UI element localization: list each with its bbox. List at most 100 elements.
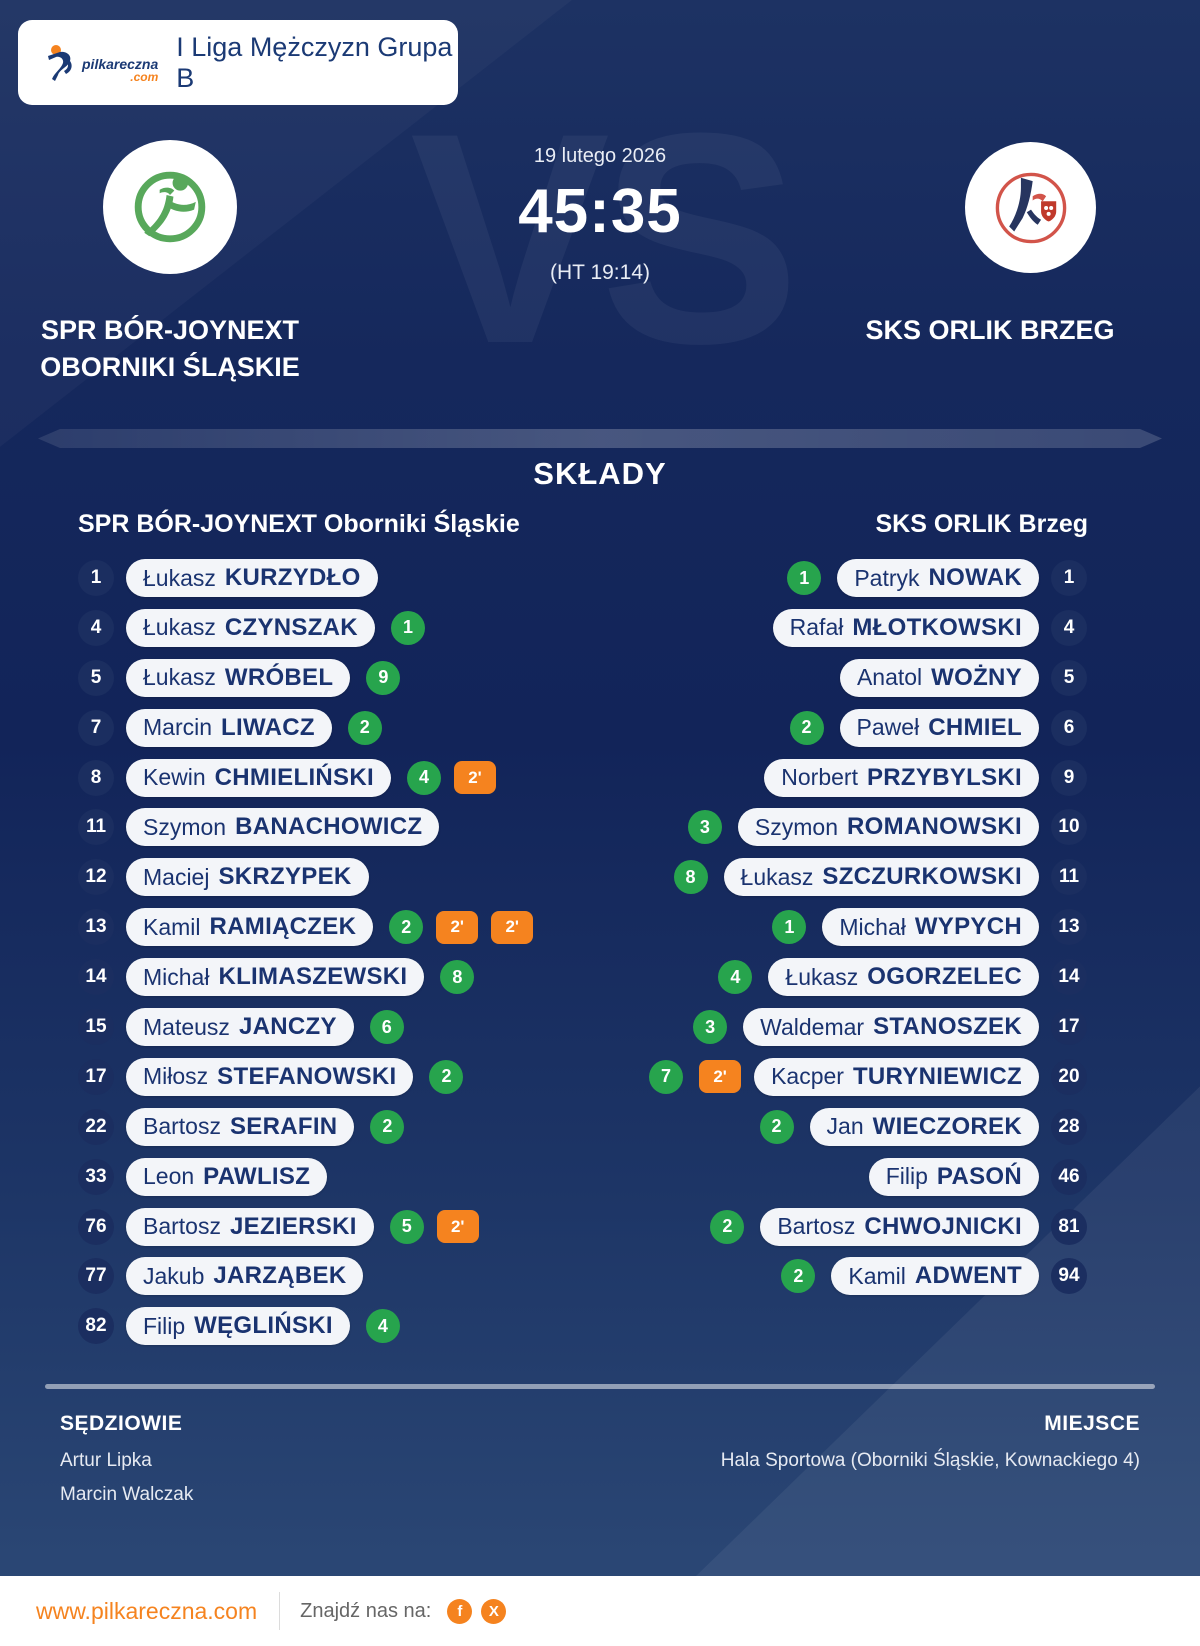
player-row: 14 Michał KLIMASZEWSKI 8 [78,958,618,997]
player-number-badge: 7 [78,709,114,746]
x-twitter-icon[interactable]: X [481,1598,507,1624]
player-last-name: TURYNIEWICZ [852,1062,1022,1090]
home-team-logo [103,140,237,274]
player-number-badge: 13 [78,909,114,946]
player-name-pill: Bartosz CHWOJNICKI [760,1207,1039,1246]
player-number-badge: 14 [1051,959,1087,996]
player-first-name: Rafał [789,614,844,641]
player-name-pill: Kewin CHMIELIŃSKI [126,758,391,797]
player-number-badge: 12 [78,859,114,896]
find-us-label: Znajdź nas na: [300,1599,432,1622]
player-number-badge: 4 [1051,609,1087,646]
player-name-pill: Łukasz KURZYDŁO [126,559,378,597]
player-first-name: Norbert [781,764,858,791]
goals-badge: 4 [365,1309,400,1344]
away-team-logo [965,142,1096,273]
player-name-pill: Maciej SKRZYPEK [126,858,369,897]
player-last-name: MŁOTKOWSKI [852,613,1022,641]
player-row: 7 Marcin LIWACZ 2 [78,708,618,747]
away-team-crest-icon [995,172,1066,243]
player-number-badge: 13 [1051,909,1087,946]
player-row: 2 Kamil ADWENT 94 [620,1257,1087,1296]
handball-player-icon [48,44,72,81]
player-number-badge: 11 [1051,859,1087,896]
player-first-name: Leon [143,1163,195,1190]
home-roster: 1 Łukasz KURZYDŁO 4 Łukasz CZYNSZAK 1 5 Łukasz WR… [78,559,618,1357]
player-first-name: Anatol [856,664,923,691]
goals-badge: 9 [366,660,401,695]
player-name-pill: Mateusz JANCZY [126,1008,354,1047]
referees-label: SĘDZIOWIE [60,1412,183,1435]
player-last-name: WĘGLIŃSKI [194,1312,333,1340]
player-row: 7 2' Kacper TURYNIEWICZ 20 [620,1057,1087,1096]
player-number-badge: 33 [78,1158,114,1195]
vs-watermark: VS [409,70,800,406]
player-name-pill: Kamil ADWENT [831,1257,1039,1296]
player-last-name: BANACHOWICZ [235,813,423,841]
player-number-badge: 76 [78,1208,114,1245]
player-row: 4 Łukasz CZYNSZAK 1 [78,608,618,647]
player-row: 1 Łukasz KURZYDŁO [78,559,618,597]
player-first-name: Patryk [854,564,920,591]
goals-badge: 1 [390,610,425,645]
goals-badge: 2 [429,1059,464,1094]
pilkareczna-logo: pilkareczna .com [46,43,158,83]
goals-badge: 8 [673,860,708,895]
website-link[interactable]: www.pilkareczna.com [36,1597,258,1624]
player-first-name: Kamil [848,1262,906,1289]
home-team-crest-icon [134,171,206,243]
player-name-pill: Marcin LIWACZ [126,708,332,747]
player-number-badge: 8 [78,759,114,796]
player-row: 2 Paweł CHMIEL 6 [620,708,1087,747]
suspension-badge: 2' [491,910,534,944]
player-name-pill: Kacper TURYNIEWICZ [754,1057,1039,1096]
goals-badge: 2 [781,1259,816,1294]
goals-badge: 2 [347,710,382,745]
player-last-name: RAMIĄCZEK [209,913,357,941]
player-row: 8 Kewin CHMIELIŃSKI 4 2' [78,758,618,797]
player-first-name: Szymon [754,813,839,840]
league-header-card: pilkareczna .com I Liga Mężczyzn Grupa B [18,20,458,105]
venue-label: MIEJSCE [1044,1412,1140,1435]
player-row: 13 Kamil RAMIĄCZEK 2 2' 2' [78,908,618,947]
away-roster: 1 Patryk NOWAK 1 Rafał MŁOTKOWSKI 4 Anatol WOŻNY… [620,559,1087,1307]
player-name-pill: Filip WĘGLIŃSKI [126,1307,350,1346]
player-last-name: SKRZYPEK [218,863,352,891]
player-name-pill: Anatol WOŻNY [839,658,1039,697]
player-row: 82 Filip WĘGLIŃSKI 4 [78,1307,618,1346]
goals-badge: 2 [710,1209,745,1244]
player-first-name: Łukasz [785,963,859,990]
player-number-badge: 46 [1051,1158,1087,1195]
player-first-name: Maciej [143,863,210,890]
player-row: Norbert PRZYBYLSKI 9 [620,758,1087,797]
player-first-name: Miłosz [143,1063,209,1090]
away-team-name-line1: SKS ORLIK BRZEG [865,315,1115,345]
facebook-icon[interactable]: f [447,1598,473,1624]
player-last-name: WIECZOREK [872,1112,1022,1140]
player-last-name: STEFANOWSKI [217,1062,397,1090]
referee-name: Marcin Walczak [60,1484,194,1505]
player-row: 4 Łukasz OGORZELEC 14 [620,958,1087,997]
player-number-badge: 17 [1051,1009,1087,1046]
player-name-pill: Bartosz SERAFIN [126,1107,355,1146]
match-summary: 19 lutego 2026 45:35 (HT 19:14) [300,145,900,285]
player-first-name: Waldemar [760,1013,865,1040]
player-number-badge: 11 [78,809,114,846]
footer-separator [279,1592,281,1630]
goals-badge: 1 [787,561,822,595]
player-row: Rafał MŁOTKOWSKI 4 [620,608,1087,647]
suspension-badge: 2' [453,761,496,795]
player-first-name: Łukasz [143,564,216,591]
player-number-badge: 4 [78,609,114,646]
player-row: Anatol WOŻNY 5 [620,658,1087,697]
player-name-pill: Łukasz WRÓBEL [126,658,351,697]
suspension-badge: 2' [436,1210,479,1244]
player-first-name: Kamil [143,913,201,940]
player-last-name: ROMANOWSKI [847,813,1022,841]
player-first-name: Łukasz [143,614,216,641]
player-number-badge: 20 [1051,1058,1087,1095]
player-last-name: PRZYBYLSKI [866,763,1022,791]
player-row: 8 Łukasz SZCZURKOWSKI 11 [620,858,1087,897]
player-number-badge: 9 [1051,759,1087,796]
player-number-badge: 15 [78,1009,114,1046]
